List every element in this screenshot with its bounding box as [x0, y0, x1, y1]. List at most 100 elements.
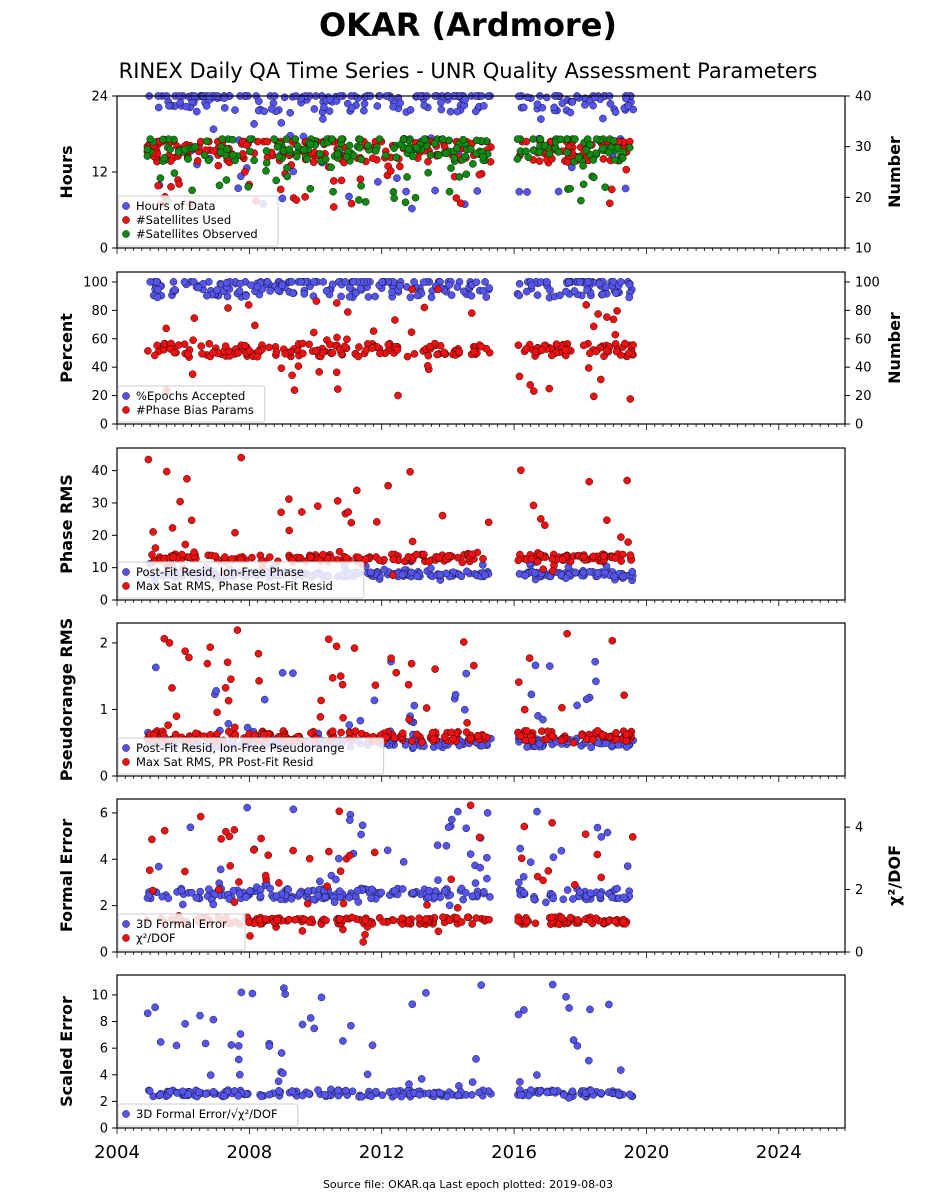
series-3-point — [300, 145, 308, 154]
series-2-point — [420, 550, 428, 559]
series-1-point — [145, 1087, 154, 1095]
series-1-point — [591, 657, 600, 666]
series-1-point — [368, 885, 376, 894]
legend-marker — [122, 920, 130, 928]
series-2-point — [612, 347, 621, 356]
series-3-point — [364, 141, 372, 150]
series-1-point — [335, 887, 344, 896]
series-2-point — [277, 364, 286, 373]
series-2-point — [533, 872, 542, 881]
series-1-point — [247, 281, 255, 289]
series-2-point — [299, 349, 307, 358]
series-2-point — [305, 854, 314, 863]
series-3-point — [222, 176, 231, 184]
series-2-point — [224, 304, 232, 312]
series-1-point — [367, 894, 375, 903]
series-2-point — [523, 727, 531, 735]
series-2-point — [273, 916, 282, 925]
series-2-point — [168, 684, 176, 692]
series-1-point — [542, 898, 550, 907]
panel-2: 0 20 40 60 80 100 0 20 40 60 80 100 Percent Number %Ep… — [57, 271, 904, 433]
series-2-point — [355, 343, 363, 351]
series-1-point — [454, 1091, 463, 1100]
series-2-point — [221, 553, 229, 561]
series-2-point — [619, 550, 627, 559]
series-2-point — [151, 544, 160, 552]
y2-tick-label: 40 — [855, 90, 872, 105]
series-2-point — [241, 341, 249, 350]
series-1-point — [406, 106, 415, 114]
series-1-point — [593, 823, 602, 832]
series-1-point — [201, 1039, 210, 1048]
series-2-point — [326, 340, 334, 349]
series-2-point — [315, 368, 324, 376]
legend-label: 3D Formal Error/√χ²/DOF — [136, 1107, 278, 1121]
series-1-point — [615, 1090, 623, 1099]
series-1-point — [521, 571, 529, 580]
series-3-point — [601, 183, 610, 191]
series-2-point — [347, 199, 356, 208]
legend-label: Max Sat RMS, Phase Post-Fit Resid — [136, 579, 333, 593]
series-1-point — [367, 1092, 376, 1101]
series-1-point — [522, 287, 531, 296]
series-1-point — [531, 569, 539, 577]
series-2-point — [398, 914, 406, 923]
series-2-point — [423, 901, 431, 909]
series-3-point — [411, 193, 420, 202]
series-1-point — [182, 102, 190, 111]
series-3-point — [283, 172, 292, 181]
series-3-point — [215, 181, 224, 190]
series-2-point — [162, 467, 171, 476]
series-2-point — [224, 696, 233, 705]
series-1-point — [482, 293, 491, 301]
y-tick-label: 2 — [100, 1095, 108, 1110]
series-2-point — [398, 729, 407, 738]
series-1-point — [549, 853, 558, 862]
series-1-point — [234, 1092, 242, 1100]
series-1-point — [143, 1009, 152, 1018]
series-2-point — [368, 344, 377, 352]
series-2-point — [285, 495, 293, 503]
series-3-point — [275, 152, 283, 161]
series-2-point — [277, 508, 285, 517]
series-3-point — [447, 164, 455, 172]
series-1-point — [559, 895, 568, 904]
series-1-point — [390, 887, 399, 895]
legend-label: #Phase Bias Params — [136, 403, 254, 417]
series-2-point — [548, 555, 557, 564]
series-3-point — [204, 156, 213, 165]
series-1-point — [472, 1055, 480, 1063]
series-1-point — [535, 740, 544, 748]
series-1-point — [468, 892, 477, 900]
series-1-point — [473, 187, 482, 195]
y-tick-label: 0 — [100, 418, 108, 433]
series-2-point — [340, 342, 349, 351]
series-1-point — [170, 285, 179, 294]
series-1-point — [517, 1090, 525, 1099]
series-1-point — [437, 98, 445, 107]
series-3-point — [146, 135, 155, 143]
series-2-point — [462, 728, 471, 736]
panel-1-points — [143, 92, 638, 213]
series-1-point — [595, 279, 604, 288]
series-1-point — [515, 291, 524, 300]
series-2-point — [193, 157, 202, 165]
series-2-point — [233, 626, 242, 634]
series-1-point — [153, 293, 162, 302]
series-1-point — [334, 854, 343, 863]
series-1-point — [611, 289, 620, 297]
series-1-point — [281, 990, 290, 998]
series-2-point — [525, 654, 534, 662]
series-1-point — [209, 1015, 218, 1024]
series-1-point — [523, 93, 532, 101]
series-2-point — [235, 878, 243, 886]
y-tick-label: 4 — [100, 853, 108, 868]
series-1-point — [360, 100, 369, 108]
series-1-point — [533, 100, 542, 108]
series-2-point — [417, 738, 426, 746]
series-2-point — [447, 875, 456, 884]
series-3-point — [143, 145, 152, 154]
series-1-point — [568, 1087, 577, 1096]
panel-4-legend: Post-Fit Resid, Ion-Free PseudorangeMax … — [117, 737, 385, 775]
series-1-point — [413, 572, 422, 581]
